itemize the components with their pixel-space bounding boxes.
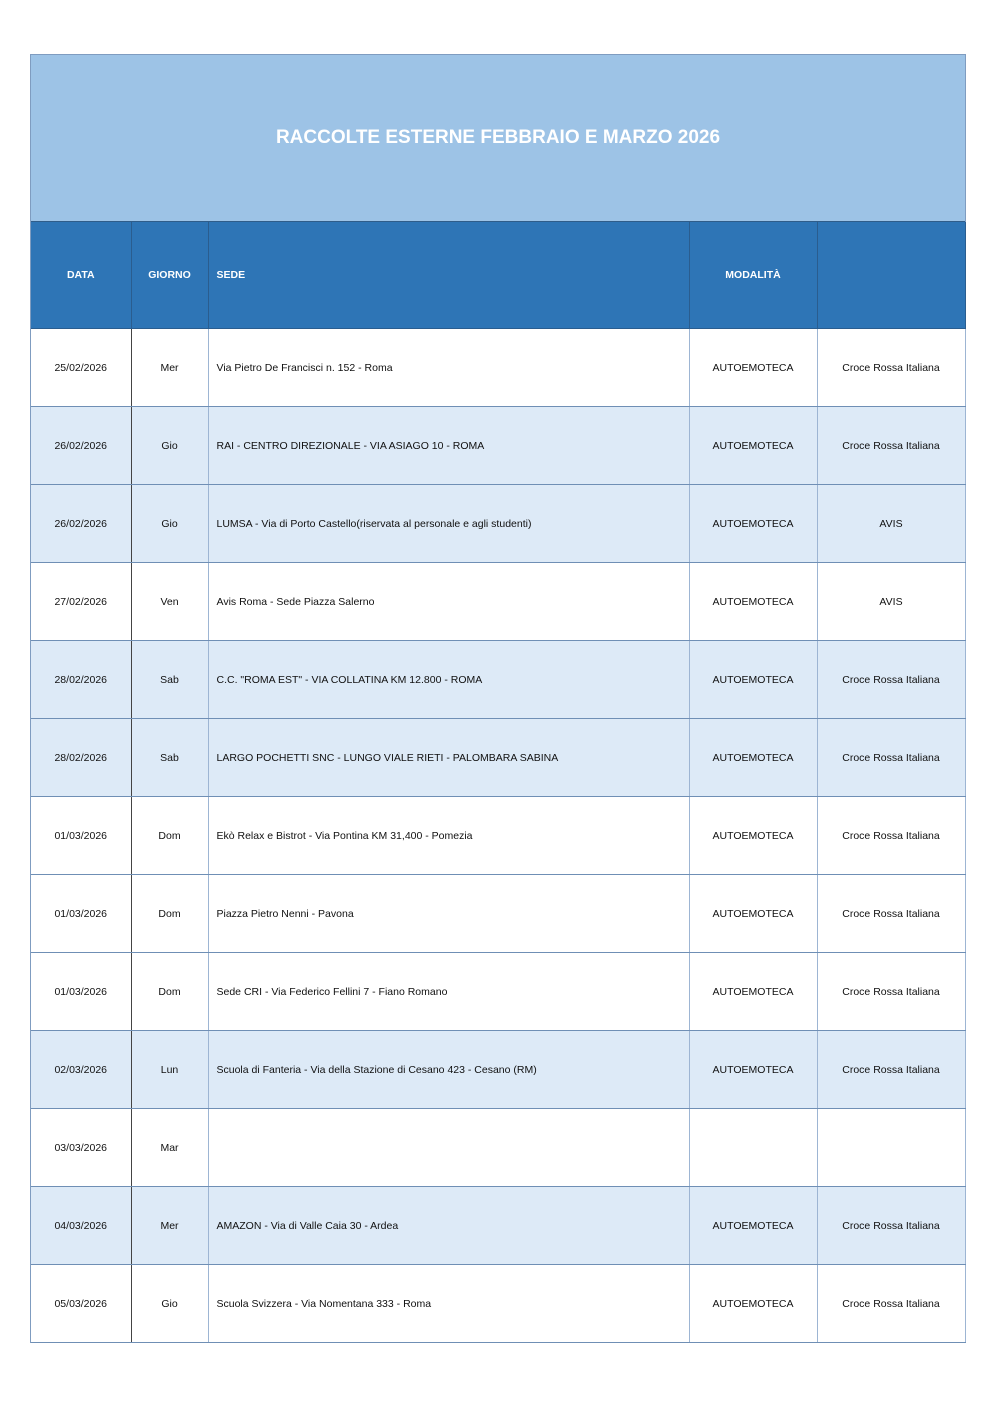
cell-data: 26/02/2026 [31, 484, 132, 563]
table-row: 28/02/2026 Sab C.C. "ROMA EST" - VIA COLLA… [31, 640, 966, 719]
cell-data: 01/03/2026 [31, 874, 132, 953]
cell-sede: Piazza Pietro Nenni - Pavona [208, 874, 690, 953]
table-row: 02/03/2026 Lun Scuola di Fanteria - Via de… [31, 1030, 966, 1109]
table-row: 05/03/2026 Gio Scuola Svizzera - Via Nomen… [31, 1264, 966, 1343]
cell-sede [208, 1108, 690, 1187]
cell-ente: Croce Rossa Italiana [817, 796, 966, 875]
cell-modalita: AUTOEMOTECA [689, 796, 818, 875]
cell-modalita: AUTOEMOTECA [689, 562, 818, 641]
cell-modalita [689, 1108, 818, 1187]
cell-data: 26/02/2026 [31, 406, 132, 485]
cell-modalita: AUTOEMOTECA [689, 952, 818, 1031]
cell-ente: AVIS [817, 562, 966, 641]
cell-giorno: Gio [131, 484, 209, 563]
cell-sede: LARGO POCHETTI SNC - LUNGO VIALE RIETI -… [208, 718, 690, 797]
cell-giorno: Mer [131, 1186, 209, 1265]
schedule-sheet: RACCOLTE ESTERNE FEBBRAIO E MARZO 2026 D… [30, 54, 966, 1343]
cell-sede: Avis Roma - Sede Piazza Salerno [208, 562, 690, 641]
cell-ente: Croce Rossa Italiana [817, 328, 966, 407]
header-giorno: GIORNO [131, 222, 209, 329]
cell-data: 01/03/2026 [31, 952, 132, 1031]
cell-sede: Scuola Svizzera - Via Nomentana 333 - Ro… [208, 1264, 690, 1343]
cell-ente: AVIS [817, 484, 966, 563]
table-row: 01/03/2026 Dom Ekò Relax e Bistrot - Via P… [31, 796, 966, 875]
cell-data: 03/03/2026 [31, 1108, 132, 1187]
cell-giorno: Gio [131, 1264, 209, 1343]
cell-data: 05/03/2026 [31, 1264, 132, 1343]
cell-giorno: Ven [131, 562, 209, 641]
cell-modalita: AUTOEMOTECA [689, 718, 818, 797]
cell-modalita: AUTOEMOTECA [689, 406, 818, 485]
cell-data: 27/02/2026 [31, 562, 132, 641]
cell-modalita: AUTOEMOTECA [689, 328, 818, 407]
cell-data: 04/03/2026 [31, 1186, 132, 1265]
cell-data: 01/03/2026 [31, 796, 132, 875]
header-modalita: MODALITÀ [689, 222, 818, 329]
cell-modalita: AUTOEMOTECA [689, 640, 818, 719]
cell-giorno: Mar [131, 1108, 209, 1187]
cell-ente: Croce Rossa Italiana [817, 874, 966, 953]
header-sede: SEDE [208, 222, 690, 329]
cell-giorno: Dom [131, 952, 209, 1031]
header-data: DATA [31, 222, 132, 329]
cell-modalita: AUTOEMOTECA [689, 874, 818, 953]
cell-ente: Croce Rossa Italiana [817, 718, 966, 797]
cell-giorno: Mer [131, 328, 209, 407]
table-row: 26/02/2026 Gio RAI - CENTRO DIREZIONALE - … [31, 406, 966, 485]
header-ente [817, 222, 966, 329]
cell-sede: Ekò Relax e Bistrot - Via Pontina KM 31,… [208, 796, 690, 875]
cell-giorno: Sab [131, 640, 209, 719]
cell-data: 28/02/2026 [31, 640, 132, 719]
cell-ente: Croce Rossa Italiana [817, 640, 966, 719]
cell-ente: Croce Rossa Italiana [817, 1030, 966, 1109]
cell-sede: Via Pietro De Francisci n. 152 - Roma [208, 328, 690, 407]
cell-giorno: Dom [131, 874, 209, 953]
cell-modalita: AUTOEMOTECA [689, 1030, 818, 1109]
cell-ente: Croce Rossa Italiana [817, 1186, 966, 1265]
cell-giorno: Lun [131, 1030, 209, 1109]
table-row: 01/03/2026 Dom Sede CRI - Via Federico Fel… [31, 952, 966, 1031]
cell-sede: LUMSA - Via di Porto Castello(riservata … [208, 484, 690, 563]
cell-sede: Sede CRI - Via Federico Fellini 7 - Fian… [208, 952, 690, 1031]
cell-giorno: Dom [131, 796, 209, 875]
table-row: 26/02/2026 Gio LUMSA - Via di Porto Castel… [31, 484, 966, 563]
table-row: 27/02/2026 Ven Avis Roma - Sede Piazza Sal… [31, 562, 966, 641]
cell-sede: RAI - CENTRO DIREZIONALE - VIA ASIAGO 10… [208, 406, 690, 485]
cell-giorno: Gio [131, 406, 209, 485]
cell-giorno: Sab [131, 718, 209, 797]
cell-data: 28/02/2026 [31, 718, 132, 797]
cell-sede: Scuola di Fanteria - Via della Stazione … [208, 1030, 690, 1109]
schedule-table: DATA GIORNO SEDE MODALITÀ 25/02/2026 Mer V… [31, 222, 966, 1343]
cell-modalita: AUTOEMOTECA [689, 1186, 818, 1265]
table-row: 03/03/2026 Mar [31, 1108, 966, 1187]
cell-ente: Croce Rossa Italiana [817, 952, 966, 1031]
cell-ente: Croce Rossa Italiana [817, 1264, 966, 1343]
cell-ente [817, 1108, 966, 1187]
table-row: 04/03/2026 Mer AMAZON - Via di Valle Caia … [31, 1186, 966, 1265]
cell-ente: Croce Rossa Italiana [817, 406, 966, 485]
table-row: 28/02/2026 Sab LARGO POCHETTI SNC - LUNGO … [31, 718, 966, 797]
page-title: RACCOLTE ESTERNE FEBBRAIO E MARZO 2026 [275, 127, 721, 148]
cell-modalita: AUTOEMOTECA [689, 1264, 818, 1343]
table-row: 25/02/2026 Mer Via Pietro De Francisci n. … [31, 328, 966, 407]
table-row: 01/03/2026 Dom Piazza Pietro Nenni - Pavon… [31, 874, 966, 953]
title-band: RACCOLTE ESTERNE FEBBRAIO E MARZO 2026 [31, 55, 965, 222]
cell-data: 02/03/2026 [31, 1030, 132, 1109]
header-row: DATA GIORNO SEDE MODALITÀ [31, 222, 966, 329]
cell-data: 25/02/2026 [31, 328, 132, 407]
cell-sede: C.C. "ROMA EST" - VIA COLLATINA KM 12.80… [208, 640, 690, 719]
cell-modalita: AUTOEMOTECA [689, 484, 818, 563]
cell-sede: AMAZON - Via di Valle Caia 30 - Ardea [208, 1186, 690, 1265]
